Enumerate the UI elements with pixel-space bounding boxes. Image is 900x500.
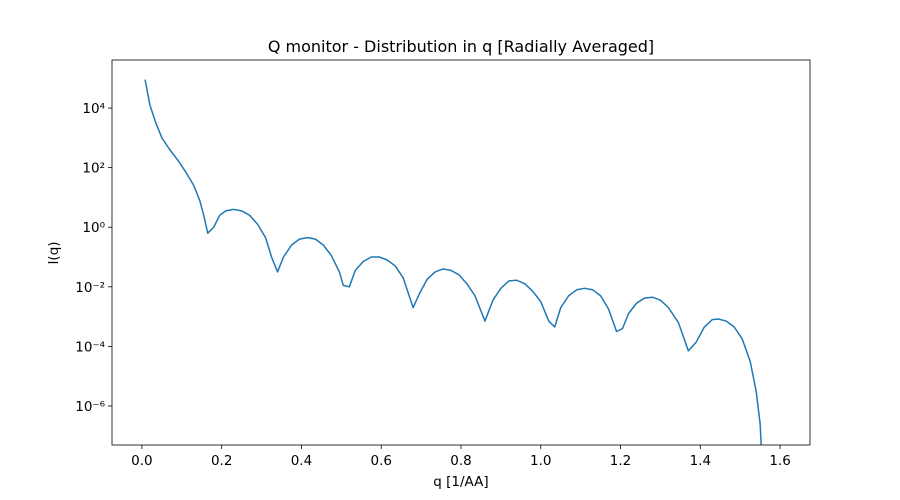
y-tick-label: 10⁴ xyxy=(82,101,105,117)
x-tick-label: 0.8 xyxy=(450,453,471,469)
x-tick-label: 1.0 xyxy=(530,453,551,469)
x-tick-label: 0.6 xyxy=(370,453,391,469)
y-tick-label: 10⁰ xyxy=(82,220,105,236)
x-tick-label: 1.2 xyxy=(610,453,631,469)
plot-frame xyxy=(111,59,811,446)
chart-title: Q monitor - Distribution in q [Radially … xyxy=(268,37,654,56)
x-tick-label: 1.6 xyxy=(769,453,790,469)
y-tick-label: 10⁻⁴ xyxy=(75,339,105,355)
y-tick-label: 10⁻⁶ xyxy=(75,399,105,415)
x-tick-label: 0.0 xyxy=(131,453,152,469)
y-axis-label: I(q) xyxy=(46,241,62,264)
y-tick-label: 10⁻² xyxy=(75,280,105,296)
data-line xyxy=(144,79,762,445)
x-tick-label: 0.2 xyxy=(211,453,232,469)
x-tick-label: 1.4 xyxy=(690,453,711,469)
x-tick-label: 0.4 xyxy=(291,453,312,469)
x-axis-label: q [1/AA] xyxy=(433,474,488,490)
y-tick-label: 10² xyxy=(82,161,105,177)
